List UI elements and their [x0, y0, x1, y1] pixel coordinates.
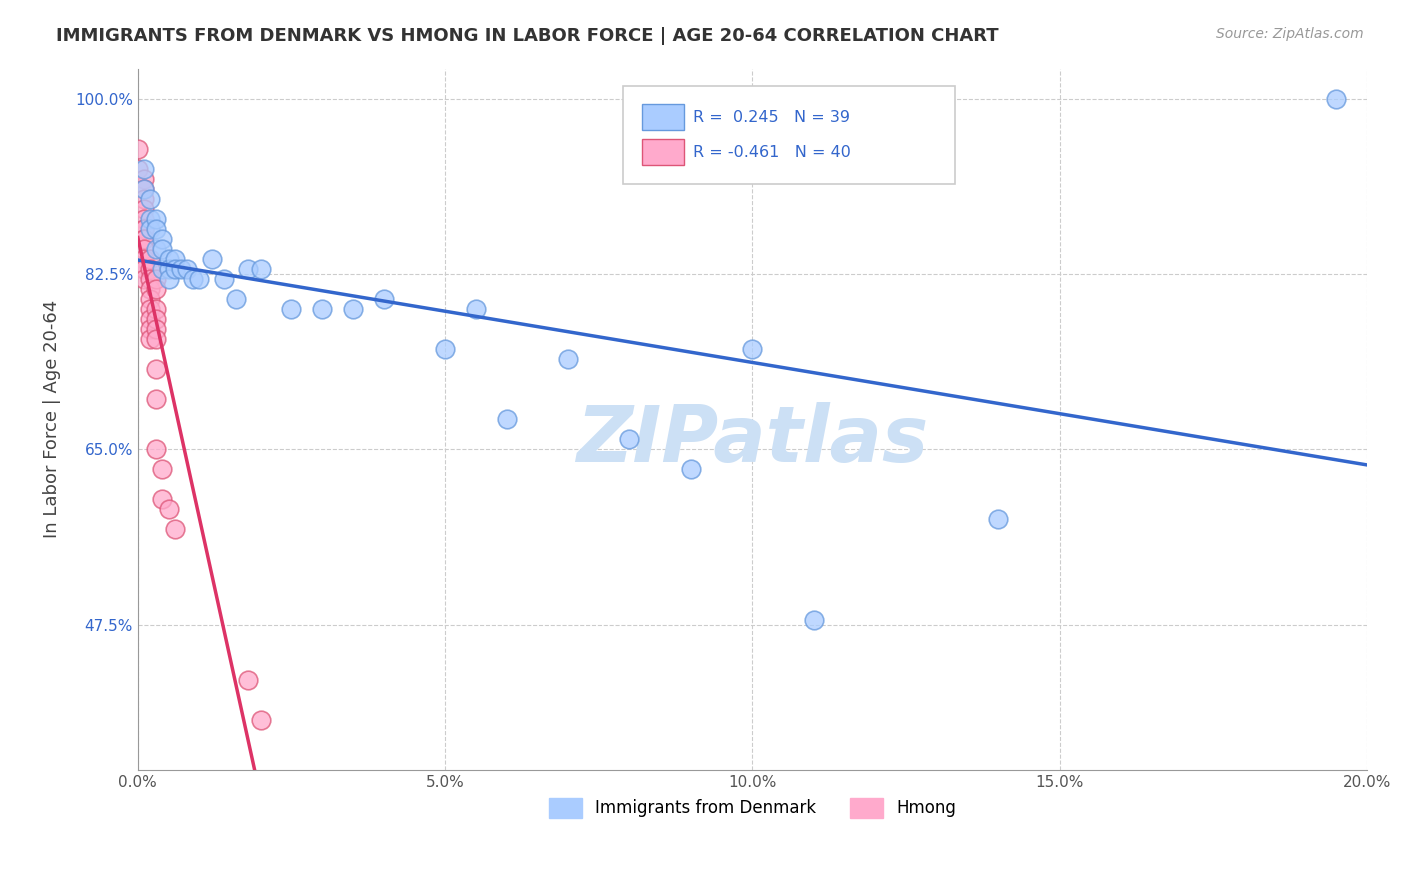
Point — [139, 252, 162, 266]
Point — [127, 142, 149, 156]
Point — [139, 272, 162, 286]
Text: IMMIGRANTS FROM DENMARK VS HMONG IN LABOR FORCE | AGE 20-64 CORRELATION CHART: IMMIGRANTS FROM DENMARK VS HMONG IN LABO… — [56, 27, 998, 45]
Point — [152, 492, 174, 507]
Point — [145, 301, 167, 316]
Point — [145, 211, 167, 226]
Point — [1324, 92, 1347, 106]
Point — [139, 322, 162, 336]
Point — [741, 342, 763, 356]
Point — [157, 502, 180, 516]
Point — [170, 262, 193, 277]
Point — [145, 332, 167, 346]
Point — [201, 252, 224, 266]
Point — [176, 262, 198, 277]
Point — [127, 161, 149, 176]
Point — [132, 242, 155, 256]
Point — [139, 292, 162, 306]
Point — [139, 312, 162, 326]
Point — [803, 613, 825, 627]
Point — [249, 713, 271, 727]
Point — [152, 262, 174, 277]
Point — [139, 301, 162, 316]
Point — [139, 222, 162, 236]
Point — [145, 362, 167, 376]
Point — [145, 242, 167, 256]
Point — [280, 301, 302, 316]
Point — [157, 272, 180, 286]
Point — [145, 392, 167, 407]
Point — [132, 182, 155, 196]
Point — [132, 272, 155, 286]
Point — [132, 262, 155, 277]
Point — [139, 211, 162, 226]
Text: Source: ZipAtlas.com: Source: ZipAtlas.com — [1216, 27, 1364, 41]
Point — [132, 211, 155, 226]
Point — [145, 272, 167, 286]
Point — [152, 462, 174, 476]
Point — [225, 292, 247, 306]
Point — [132, 222, 155, 236]
Point — [132, 222, 155, 236]
Point — [557, 352, 579, 367]
Point — [249, 262, 271, 277]
FancyBboxPatch shape — [641, 138, 683, 165]
Point — [132, 262, 155, 277]
Point — [132, 182, 155, 196]
Point — [139, 192, 162, 206]
Point — [238, 673, 260, 687]
Point — [163, 523, 186, 537]
Point — [132, 232, 155, 246]
FancyBboxPatch shape — [641, 103, 683, 130]
Point — [139, 332, 162, 346]
Point — [464, 301, 486, 316]
Point — [679, 462, 702, 476]
Point — [163, 252, 186, 266]
Point — [132, 192, 155, 206]
Text: ZIPatlas: ZIPatlas — [576, 402, 928, 478]
Text: R = -0.461   N = 40: R = -0.461 N = 40 — [693, 145, 851, 161]
Point — [157, 252, 180, 266]
Point — [152, 232, 174, 246]
Point — [238, 262, 260, 277]
Legend: Immigrants from Denmark, Hmong: Immigrants from Denmark, Hmong — [541, 791, 963, 825]
Point — [132, 252, 155, 266]
Point — [139, 282, 162, 296]
Text: R =  0.245   N = 39: R = 0.245 N = 39 — [693, 110, 851, 125]
Point — [139, 262, 162, 277]
Point — [188, 272, 211, 286]
Point — [152, 242, 174, 256]
Point — [132, 171, 155, 186]
Point — [145, 222, 167, 236]
Y-axis label: In Labor Force | Age 20-64: In Labor Force | Age 20-64 — [44, 300, 60, 539]
Point — [212, 272, 235, 286]
Point — [434, 342, 457, 356]
Point — [132, 232, 155, 246]
Point — [145, 312, 167, 326]
Point — [145, 322, 167, 336]
Point — [181, 272, 204, 286]
Point — [987, 512, 1010, 526]
Point — [132, 161, 155, 176]
Point — [373, 292, 395, 306]
Point — [157, 262, 180, 277]
Point — [145, 282, 167, 296]
Point — [495, 412, 517, 426]
FancyBboxPatch shape — [623, 86, 955, 185]
Point — [311, 301, 333, 316]
Point — [145, 442, 167, 457]
Point — [163, 262, 186, 277]
Point — [132, 202, 155, 216]
Point — [619, 432, 641, 446]
Point — [342, 301, 364, 316]
